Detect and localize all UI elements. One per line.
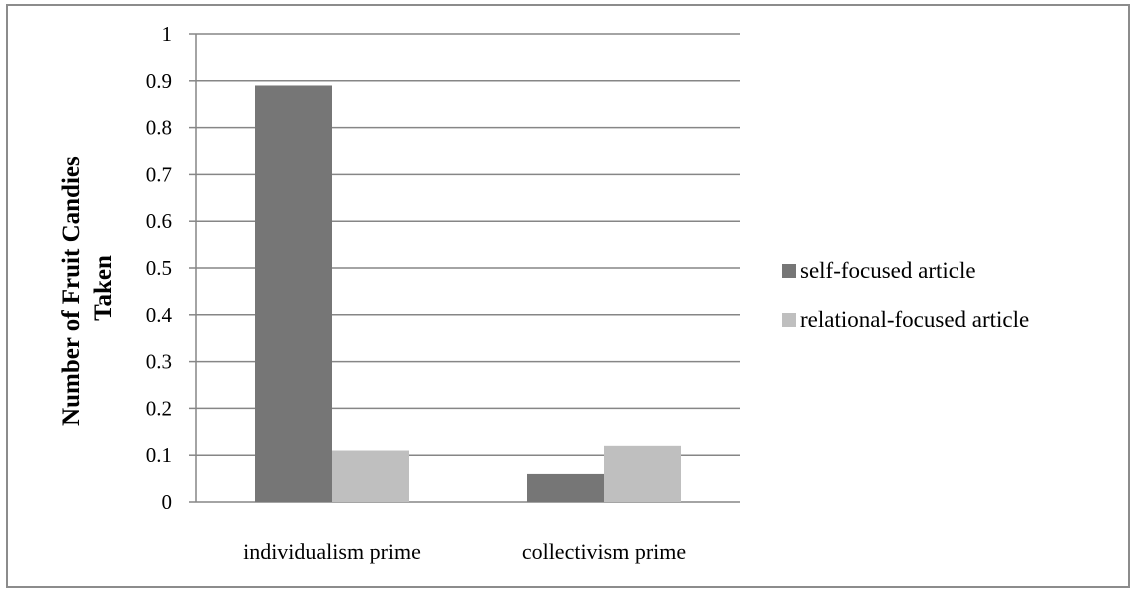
y-tick-label: 0.6 xyxy=(146,209,172,233)
y-tick-label: 1 xyxy=(162,22,173,46)
bar-relational-focused-1 xyxy=(604,445,681,502)
y-axis-tick-labels: 0 0.1 0.2 0.3 0.4 0.5 0.6 0.7 0.8 0.9 1 xyxy=(146,22,173,514)
bar-self-focused-0 xyxy=(255,85,332,502)
y-tick-label: 0.8 xyxy=(146,116,172,140)
y-tick-label: 0.7 xyxy=(146,162,172,186)
y-axis-label-line-1: Number of Fruit Candies xyxy=(58,156,85,426)
x-axis-category-labels: individualism prime collectivism prime xyxy=(243,539,686,564)
x-category-label: collectivism prime xyxy=(522,539,686,564)
bars xyxy=(255,85,681,502)
bar-self-focused-1 xyxy=(527,473,604,502)
y-tick-label: 0.1 xyxy=(146,443,172,467)
bar-relational-focused-0 xyxy=(332,450,409,502)
legend-swatch-self-focused xyxy=(782,264,796,278)
y-tick-label: 0 xyxy=(162,490,173,514)
y-tick-label: 0.9 xyxy=(146,69,172,93)
y-tick-label: 0.4 xyxy=(146,303,173,327)
legend-label-self-focused: self-focused article xyxy=(800,258,976,283)
y-axis-label: Number of Fruit Candies Taken xyxy=(58,150,117,426)
legend: self-focused article relational-focused … xyxy=(782,258,1029,332)
y-tick-label: 0.5 xyxy=(146,256,172,280)
legend-swatch-relational-focused xyxy=(782,313,796,327)
y-axis-label-line-2: Taken xyxy=(90,255,117,321)
legend-label-relational-focused: relational-focused article xyxy=(800,307,1029,332)
y-tick-label: 0.2 xyxy=(146,396,172,420)
y-tick-label: 0.3 xyxy=(146,350,172,374)
x-category-label: individualism prime xyxy=(243,539,421,564)
